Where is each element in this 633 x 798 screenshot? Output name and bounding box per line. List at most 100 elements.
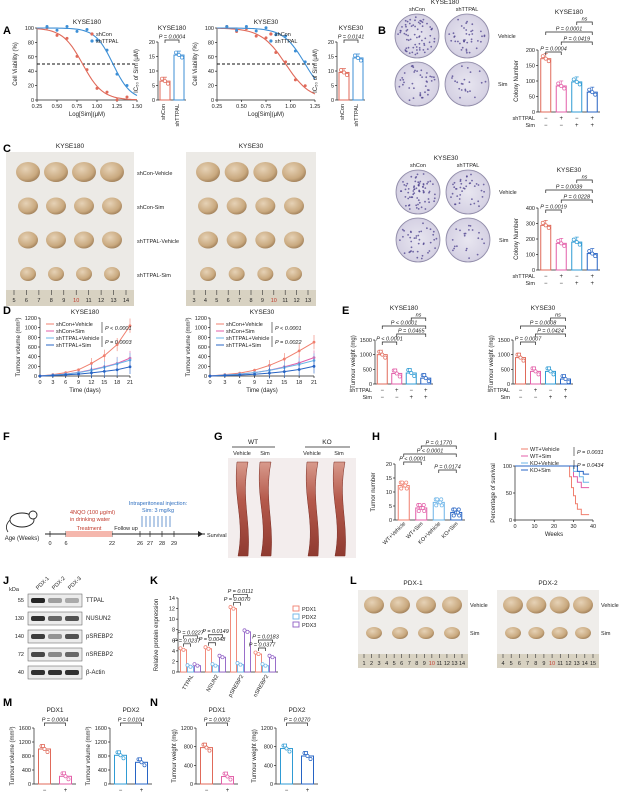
colony [429,75,432,78]
significance-bracket [164,39,180,43]
colony [421,25,424,28]
colony [409,196,411,199]
timeline-text: Intraperitoneal injection: [129,501,188,507]
colony [459,180,462,183]
colony [414,180,417,183]
shttpal-curve-point [235,28,239,32]
data-point [543,56,548,61]
colony [414,53,417,56]
data-point [270,655,275,660]
significance-bracket [545,31,593,35]
colony [422,173,425,175]
colony [418,190,421,193]
ruler-number: 6 [25,298,28,304]
colony [426,48,429,50]
colony [471,33,474,35]
colony [420,206,423,209]
colony [427,251,429,254]
y-tick-label: 1200 [19,740,31,746]
tumor-specimen [100,162,124,182]
shcon-curve-point [293,78,297,82]
colony [399,79,402,81]
y-tick-label: 12 [169,607,175,613]
p-value: P = 0.0022 [275,340,302,346]
colony [475,183,478,185]
protein-bar [205,648,212,673]
panel-label-i: I [494,431,497,443]
data-point [207,748,212,753]
timeline-axis-label: Age (Weeks) [5,536,40,542]
colony [421,21,424,24]
data-point [235,661,240,666]
data-point [228,777,233,782]
data-point [562,374,566,378]
protein-bar [244,631,251,673]
y-tick-label: 15 [149,55,155,61]
timeline-tick-label: 22 [109,541,115,547]
colony [433,78,436,81]
data-point [426,379,431,384]
tumor-specimen [416,596,436,614]
colony [412,193,415,196]
colony [411,64,414,67]
colony [408,99,411,102]
colony [407,234,409,236]
y-tick-label: 0 [190,782,193,788]
colony [417,234,420,237]
colony [476,253,479,256]
column-label: Sim [260,451,270,457]
legend-marker-shttpal [90,39,94,43]
kda-label: kDa [9,587,20,593]
colony [417,208,420,210]
y-tick-label: 1200 [195,316,207,322]
tumor-specimen [257,267,274,281]
legend-marker-shttpal [269,39,273,43]
ruler-number: 10 [271,298,277,304]
data-point [456,507,461,512]
colony [413,186,415,189]
data-point [407,368,412,372]
row-label: shTTPAL [512,274,535,280]
protein-bar [180,649,187,673]
colony [418,47,421,49]
legend-entry: shTTPAL+Vehicle [56,336,99,342]
panel-label-k: K [150,575,158,587]
photo-title: KYSE30 [239,143,264,150]
colony [407,34,409,37]
legend-swatch [292,613,300,620]
colony [422,191,425,194]
colony [403,184,406,186]
data-point [188,664,193,669]
colony [407,46,410,49]
y-tick-label: 0 [31,98,34,104]
survival-curve [515,465,590,489]
colony [453,35,456,38]
data-point [242,628,247,633]
significance-bracket [396,333,427,337]
sign-label: + [409,395,413,401]
legend-entry: PDX1 [302,607,316,613]
y-tick-label: 1200 [25,316,37,322]
kda-marker: 140 [15,634,24,640]
y-tick-label: 80 [208,40,214,46]
blot-band [48,598,62,603]
data-point [566,380,571,384]
colony [463,40,465,43]
colony [475,47,478,50]
colony [415,237,417,239]
ruler [358,654,468,668]
growth-point [38,374,42,378]
tumor-photos-panel: KYSE180 5 6 7 8 9 10 11 12 13 14 KYSE30 3 4 5 6 7 8 9 10 11 1… [6,143,316,306]
kda-marker: 72 [18,652,24,658]
data-point [439,497,444,502]
y-tick-label: 0 [172,670,175,676]
data-point [142,763,147,768]
colony [478,205,480,208]
tumor-specimen [46,197,66,215]
x-category-label: shCon [161,104,167,120]
y-axis-label: Tumour volume (mm³) [86,726,92,785]
significance-bracket [206,722,228,726]
colony [426,227,428,230]
data-point [393,368,398,373]
colony [418,201,421,204]
